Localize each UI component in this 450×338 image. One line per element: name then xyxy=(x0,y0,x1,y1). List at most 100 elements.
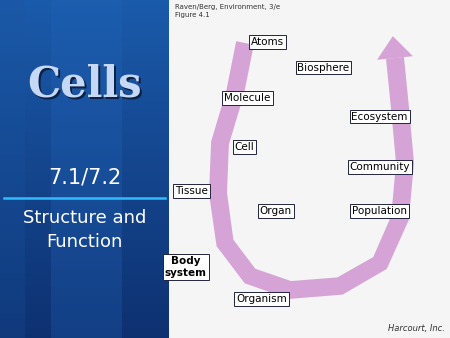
Text: Biosphere: Biosphere xyxy=(297,63,350,73)
Bar xyxy=(0,276,169,279)
Bar xyxy=(0,273,169,276)
Bar xyxy=(0,110,169,113)
Bar xyxy=(0,124,169,127)
Bar xyxy=(0,214,169,217)
Bar xyxy=(0,177,169,180)
Bar xyxy=(0,222,169,225)
Bar xyxy=(0,73,169,76)
Bar xyxy=(0,84,169,87)
Bar xyxy=(0,296,169,298)
Bar xyxy=(0,107,169,110)
Bar xyxy=(0,53,169,56)
Bar xyxy=(0,127,169,129)
Bar xyxy=(0,220,169,222)
Bar xyxy=(0,129,169,132)
Bar xyxy=(0,254,169,256)
Bar xyxy=(0,8,169,11)
Bar xyxy=(169,0,450,338)
Bar xyxy=(0,48,169,51)
Bar xyxy=(0,121,169,124)
Bar xyxy=(0,59,169,62)
Bar xyxy=(0,293,169,296)
Bar xyxy=(0,70,169,73)
Bar xyxy=(0,34,169,37)
Bar xyxy=(0,68,169,70)
Text: 7.1/7.2: 7.1/7.2 xyxy=(48,167,121,188)
Bar xyxy=(0,245,169,248)
Bar xyxy=(0,169,169,172)
Bar xyxy=(0,324,169,327)
Bar xyxy=(0,270,169,273)
Bar xyxy=(0,282,169,285)
Bar xyxy=(0,200,169,203)
Bar xyxy=(0,163,169,166)
Bar xyxy=(0,144,169,146)
Bar xyxy=(0,87,169,90)
Text: Community: Community xyxy=(350,162,410,172)
Bar xyxy=(0,231,169,234)
Bar xyxy=(0,180,169,183)
Bar xyxy=(0,242,169,245)
Bar xyxy=(50,0,122,338)
Bar xyxy=(0,313,169,315)
Bar xyxy=(0,315,169,318)
Text: Molecule: Molecule xyxy=(224,93,271,103)
Bar xyxy=(0,318,169,321)
Bar xyxy=(0,327,169,330)
Text: Population: Population xyxy=(352,206,407,216)
Bar xyxy=(0,251,169,254)
Bar xyxy=(0,51,169,53)
Bar xyxy=(0,3,169,6)
Bar xyxy=(0,28,169,31)
Bar xyxy=(0,211,169,214)
Bar xyxy=(0,290,169,293)
Text: Organism: Organism xyxy=(236,294,287,304)
Bar xyxy=(0,132,169,135)
Bar xyxy=(0,152,169,155)
Bar xyxy=(0,37,169,40)
Polygon shape xyxy=(377,36,413,60)
Bar xyxy=(0,149,169,152)
Bar xyxy=(0,237,169,239)
Bar xyxy=(0,31,169,34)
Bar xyxy=(0,256,169,259)
Bar xyxy=(0,332,169,335)
Text: Harcourt, Inc.: Harcourt, Inc. xyxy=(388,324,445,333)
Bar xyxy=(0,146,169,149)
Text: Organ: Organ xyxy=(260,206,292,216)
Bar xyxy=(0,192,169,194)
Text: Cells: Cells xyxy=(27,64,142,105)
Text: Structure and
Function: Structure and Function xyxy=(22,209,146,251)
Bar xyxy=(0,298,169,301)
Bar xyxy=(0,166,169,169)
Bar xyxy=(0,45,169,48)
Bar xyxy=(0,11,169,14)
Bar xyxy=(0,138,169,141)
Bar xyxy=(0,287,169,290)
Bar xyxy=(0,335,169,338)
Bar xyxy=(0,116,169,118)
Bar xyxy=(0,225,169,228)
Bar xyxy=(0,76,169,79)
Bar xyxy=(0,265,169,268)
Bar xyxy=(0,268,169,270)
Bar xyxy=(0,101,169,104)
Bar xyxy=(0,194,169,197)
Bar xyxy=(0,248,169,251)
Bar xyxy=(0,186,169,189)
Bar xyxy=(0,99,169,101)
Bar xyxy=(0,285,169,287)
Bar xyxy=(0,20,169,23)
Bar xyxy=(0,228,169,231)
Bar xyxy=(0,0,25,338)
Bar xyxy=(0,206,169,209)
Bar xyxy=(0,93,169,96)
Bar xyxy=(0,330,169,332)
Bar xyxy=(0,6,169,8)
Bar xyxy=(0,310,169,313)
Bar xyxy=(0,304,169,307)
Text: Ecosystem: Ecosystem xyxy=(351,112,408,122)
Bar xyxy=(0,113,169,116)
Bar xyxy=(0,217,169,220)
Bar xyxy=(0,82,169,84)
